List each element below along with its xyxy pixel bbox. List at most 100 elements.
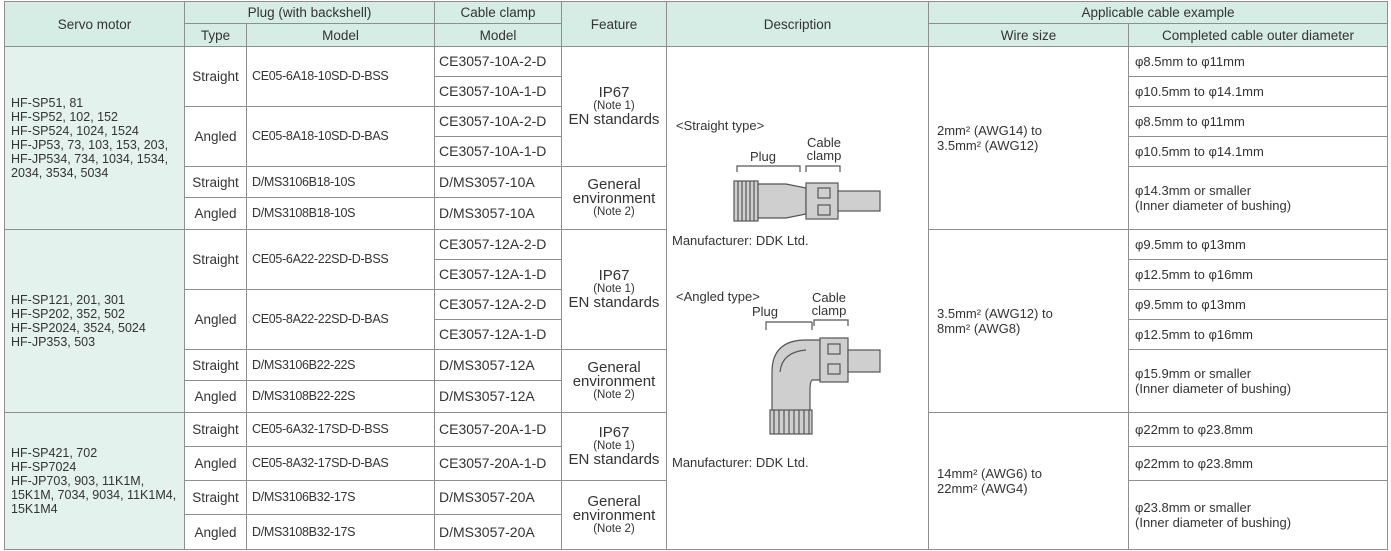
cell-line: environment — [572, 372, 656, 390]
cell-line: HF-SP202, 352, 502 — [11, 307, 125, 321]
table-row: HF-SP421, 702 HF-SP7024 HF-JP703, 903, 11K… — [4, 412, 1389, 550]
header-cell: Wire size — [928, 23, 1129, 47]
cell-line: 3.5mm² (AWG12) to — [937, 306, 1053, 321]
feature: General environment (Note 2) — [561, 480, 667, 550]
plug-model: D/MS3106B22-22S — [246, 349, 435, 381]
header-cell: Completed cable outer diameter — [1127, 23, 1389, 47]
feature: IP67 (Note 1) EN standards — [561, 46, 667, 167]
table-row: HF-SP51, 81 HF-SP52, 102, 152 HF-SP524, 10… — [4, 46, 1389, 550]
cell-line: φ9.5mm to φ13mm — [1135, 297, 1246, 312]
cell-line: IP67 — [598, 267, 630, 284]
table-row: Angled CE05-8A22-22SD-D-BAS CE3057-12A-2-D… — [5, 289, 1389, 350]
cell-line: (Note 2) — [593, 388, 635, 401]
plug-label: Plug — [750, 149, 777, 164]
wire-size: 14mm² (AWG6) to 22mm² (AWG4) — [928, 412, 1129, 550]
outer-diameter: φ15.9mm or smaller (Inner diameter of bus… — [1127, 349, 1389, 413]
plug-type: Angled — [184, 106, 247, 167]
cell-line: φ22mm to φ23.8mm — [1135, 456, 1254, 471]
plug-model: CE05-6A22-22SD-D-BSS — [246, 229, 435, 290]
table-row: Straight D/MS3106B22-22S D/MS3057-12A Gener… — [5, 349, 1389, 413]
cell-line: (Inner diameter of bushing) — [1135, 198, 1292, 213]
plug-model: CE05-8A22-22SD-D-BAS — [246, 289, 435, 350]
table-row: CE3057-12A-1-D φ12.5mm to φ16mm — [5, 259, 1389, 290]
cell-line: (Note 1) — [593, 440, 635, 452]
cell-line: environment — [572, 506, 656, 524]
header-row: Type Model Model Wire size Completed cab… — [5, 23, 1389, 47]
plug-type: Straight — [184, 349, 247, 381]
header-cell: Description — [666, 1, 929, 47]
cell-line: EN standards — [568, 451, 660, 468]
clamp-model: CE3057-12A-2-D — [434, 289, 562, 320]
cell-line: HF-JP53, 73, 103, 153, 203, — [11, 138, 169, 152]
clamp-model: D/MS3057-12A — [434, 349, 562, 381]
feature: General environment (Note 2) — [561, 166, 667, 230]
feature: IP67 (Note 1) EN standards — [561, 412, 667, 481]
outer-diameter: φ12.5mm to φ16mm — [1127, 259, 1389, 290]
clamp-model: CE3057-12A-1-D — [434, 259, 562, 290]
cell-line: φ8.5mm to φ11mm — [1135, 54, 1245, 69]
cell-line: 14mm² (AWG6) to — [937, 466, 1042, 481]
cell-line: General — [587, 492, 641, 510]
plug-model: CE05-8A18-10SD-D-BAS — [246, 106, 435, 167]
clamp-model: D/MS3057-10A — [434, 197, 562, 230]
cell-line: HF-SP524, 1024, 1524 — [11, 124, 139, 138]
plug-label: Plug — [752, 304, 779, 319]
cell-line: 2mm² (AWG14) to — [937, 123, 1042, 138]
servo-motor: HF-SP51, 81 HF-SP52, 102, 152 HF-SP524, 10… — [4, 46, 185, 230]
header-cell: Servo motor — [4, 1, 185, 47]
straight-title: <Straight type> — [676, 118, 765, 133]
cell-line: φ10.5mm to φ14.1mm — [1135, 144, 1264, 159]
cell-line: φ14.3mm or smaller — [1135, 183, 1252, 198]
cell-line: IP67 — [598, 84, 630, 101]
cell-line: φ10.5mm to φ14.1mm — [1135, 84, 1264, 99]
outer-diameter: φ9.5mm to φ13mm — [1127, 289, 1389, 320]
cell-line: environment — [572, 189, 656, 207]
connector-table: Servo motor Plug (with backshell) Cable … — [4, 1, 1389, 550]
table-row: Angled D/MS3108B18-10S D/MS3057-10A — [5, 197, 1388, 230]
cell-line: HF-JP703, 903, 11K1M, 15K1M, 7034, 9034,… — [11, 474, 177, 516]
plug-model: CE05-8A32-17SD-D-BAS — [246, 446, 435, 481]
plug-type: Angled — [184, 446, 247, 481]
cell-line: IP67 — [598, 424, 630, 441]
outer-diameter: φ23.8mm or smaller (Inner diameter of bus… — [1127, 480, 1389, 550]
cell-line: HF-SP421, 702 — [11, 446, 98, 460]
cell-line: 3.5mm² (AWG12) — [937, 138, 1039, 153]
plug-type: Straight — [184, 480, 247, 515]
cell-line: φ12.5mm to φ16mm — [1135, 327, 1254, 342]
description — [666, 46, 929, 550]
angled-title: <Angled type> — [676, 289, 760, 304]
plug-type: Straight — [184, 46, 247, 107]
cell-line: (Note 1) — [593, 283, 635, 295]
plug-type: Straight — [184, 229, 247, 290]
plug-type: Straight — [184, 412, 247, 447]
manufacturer: Manufacturer: DDK Ltd. — [672, 233, 809, 248]
cell-line: φ12.5mm to φ16mm — [1135, 267, 1254, 282]
wire-size: 3.5mm² (AWG12) to 8mm² (AWG8) — [928, 229, 1129, 413]
plug-model: D/MS3108B18-10S — [246, 197, 435, 230]
clamp-model: CE3057-12A-1-D — [434, 319, 562, 350]
table-row: Straight D/MS3106B32-17S D/MS3057-20A Gener… — [5, 480, 1389, 550]
header-cell: Type — [184, 23, 247, 47]
table-row: HF-SP121, 201, 301 HF-SP202, 352, 502 HF-S… — [4, 229, 1389, 413]
cell-line: φ15.9mm or smaller — [1135, 366, 1252, 381]
cell-line: (Note 2) — [593, 205, 635, 218]
feature: General environment (Note 2) — [561, 349, 667, 413]
plug-type: Angled — [184, 197, 247, 230]
straight-connector — [733, 165, 881, 222]
clamp-model: D/MS3057-10A — [434, 166, 562, 198]
plug-model: D/MS3106B32-17S — [246, 480, 435, 515]
clamp-model: CE3057-10A-2-D — [434, 106, 562, 137]
manufacturer: Manufacturer: DDK Ltd. — [672, 455, 809, 470]
clamp-label: Cable clamp — [811, 290, 847, 318]
clamp-model: D/MS3057-20A — [434, 480, 562, 515]
plug-model: CE05-6A32-17SD-D-BSS — [246, 412, 435, 447]
cell-line: HF-SP121, 201, 301 — [11, 293, 125, 307]
cell-line: φ8.5mm to φ11mm — [1135, 114, 1245, 129]
plug-model: D/MS3108B32-17S — [246, 514, 435, 550]
cell-line: 8mm² (AWG8) — [937, 321, 1021, 336]
cell-line: HF-SP52, 102, 152 — [11, 110, 119, 124]
angled-connector — [765, 319, 881, 435]
header-cell: Applicable cable example — [927, 1, 1389, 24]
